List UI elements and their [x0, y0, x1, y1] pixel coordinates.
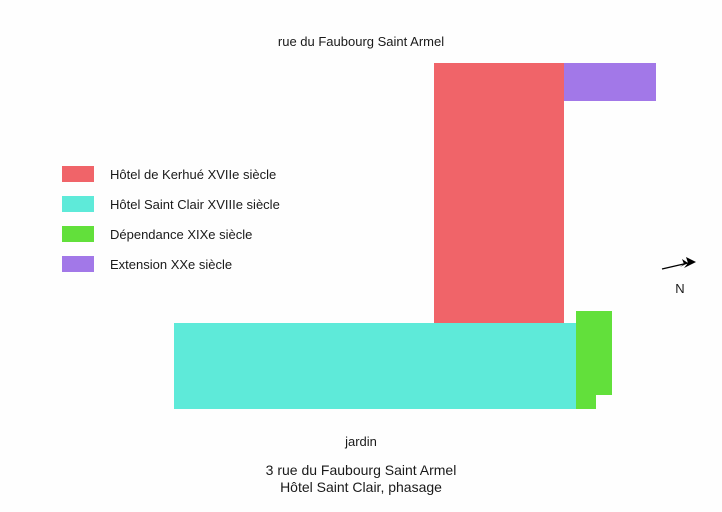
- label-jardin: jardin: [0, 434, 722, 450]
- block-violet-extension: [564, 63, 656, 101]
- north-arrow-icon: [660, 255, 700, 275]
- legend-row: Dépendance XIXe siècle: [62, 226, 280, 242]
- block-green-dependance-upper: [576, 311, 612, 395]
- legend-swatch: [62, 226, 94, 242]
- legend-swatch: [62, 196, 94, 212]
- caption-line2: Hôtel Saint Clair, phasage: [0, 479, 722, 496]
- block-red-kerhue: [434, 63, 564, 323]
- legend-label: Extension XXe siècle: [110, 257, 232, 272]
- legend-swatch: [62, 256, 94, 272]
- block-cyan-saintclair: [174, 323, 576, 409]
- legend-row: Hôtel de Kerhué XVIIe siècle: [62, 166, 280, 182]
- legend: Hôtel de Kerhué XVIIe siècle Hôtel Saint…: [62, 166, 280, 286]
- legend-row: Extension XXe siècle: [62, 256, 280, 272]
- legend-label: Hôtel de Kerhué XVIIe siècle: [110, 167, 276, 182]
- north-label: N: [650, 281, 710, 296]
- block-green-dependance-lower: [576, 395, 596, 409]
- legend-label: Hôtel Saint Clair XVIIIe siècle: [110, 197, 280, 212]
- north-indicator: N: [650, 255, 710, 296]
- legend-label: Dépendance XIXe siècle: [110, 227, 252, 242]
- caption-line1: 3 rue du Faubourg Saint Armel: [0, 462, 722, 479]
- legend-row: Hôtel Saint Clair XVIIIe siècle: [62, 196, 280, 212]
- legend-swatch: [62, 166, 94, 182]
- label-street-top: rue du Faubourg Saint Armel: [0, 34, 722, 50]
